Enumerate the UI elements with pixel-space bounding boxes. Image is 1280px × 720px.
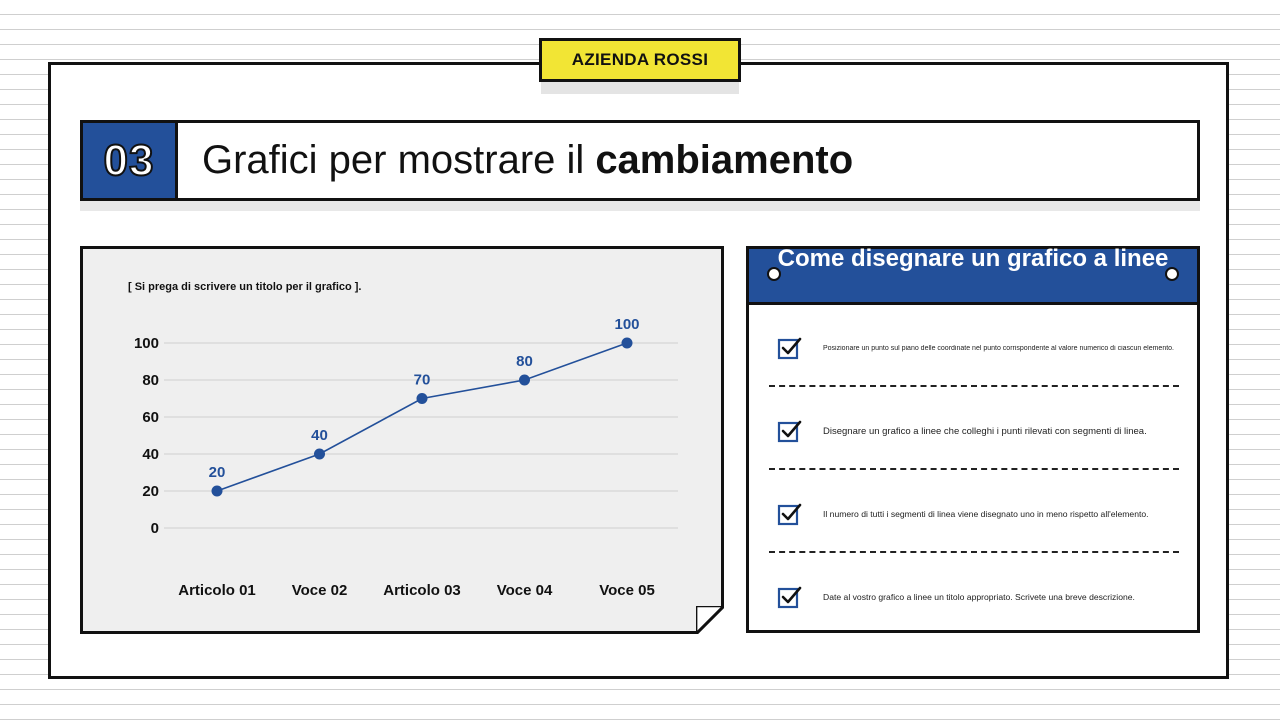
line-chart: [ Si prega di scrivere un titolo per il … <box>83 249 727 637</box>
list-item: Date al vostro grafico a linee un titolo… <box>749 582 1197 612</box>
title-bar: 03 Grafici per mostrare il cambiamento <box>80 120 1200 201</box>
y-tick-label: 40 <box>142 446 159 463</box>
section-number: 03 <box>103 135 155 186</box>
x-tick-label: Voce 04 <box>497 582 553 599</box>
list-item-text: Date al vostro grafico a linee un titolo… <box>823 592 1135 602</box>
section-number-box: 03 <box>83 123 178 198</box>
data-point <box>622 338 633 349</box>
brand-badge: AZIENDA ROSSI <box>539 38 741 82</box>
instructions-heading: Come disegnare un grafico a linee <box>777 245 1169 272</box>
list-item-text: Disegnare un grafico a linee che collegh… <box>823 425 1147 437</box>
data-point <box>212 486 223 497</box>
data-point <box>417 393 428 404</box>
data-label: 80 <box>516 353 533 370</box>
dashed-divider <box>769 385 1179 387</box>
instructions-card: Come disegnare un grafico a linee Posizi… <box>746 245 1200 633</box>
instructions-header: Come disegnare un grafico a linee <box>749 245 1197 305</box>
pin-left-icon <box>767 267 781 281</box>
data-point <box>519 375 530 386</box>
page-title: Grafici per mostrare il cambiamento <box>178 123 853 198</box>
list-item: Il numero di tutti i segmenti di linea v… <box>749 499 1197 529</box>
x-tick-label: Voce 05 <box>599 582 655 599</box>
data-label: 20 <box>209 464 226 481</box>
checkbox-checked-icon <box>777 586 802 609</box>
list-item: Disegnare un grafico a linee che collegh… <box>749 416 1197 446</box>
y-tick-label: 60 <box>142 409 159 426</box>
checkbox-checked-icon <box>777 420 802 443</box>
list-item-text: Il numero di tutti i segmenti di linea v… <box>823 509 1149 519</box>
checkbox-checked-icon <box>777 503 802 526</box>
list-item-text: Posizionare un punto sul piano delle coo… <box>823 344 1174 352</box>
page-title-bold: cambiamento <box>595 138 854 182</box>
data-label: 40 <box>311 427 328 444</box>
data-label: 70 <box>414 372 431 389</box>
brand-badge-shadow <box>541 80 739 94</box>
x-tick-label: Voce 02 <box>292 582 348 599</box>
dashed-divider <box>769 468 1179 470</box>
list-item: Posizionare un punto sul piano delle coo… <box>749 333 1197 363</box>
pin-right-icon <box>1165 267 1179 281</box>
x-tick-label: Articolo 03 <box>383 582 461 599</box>
chart-title: [ Si prega di scrivere un titolo per il … <box>128 281 362 293</box>
brand-label: AZIENDA ROSSI <box>571 50 709 69</box>
y-tick-label: 0 <box>151 520 159 537</box>
y-tick-label: 100 <box>134 335 159 352</box>
chart-card: [ Si prega di scrivere un titolo per il … <box>80 246 724 634</box>
data-point <box>314 449 325 460</box>
data-label: 100 <box>614 316 639 333</box>
checkbox-checked-icon <box>777 337 802 360</box>
x-tick-label: Articolo 01 <box>178 582 256 599</box>
y-tick-label: 80 <box>142 372 159 389</box>
dashed-divider <box>769 551 1179 553</box>
y-tick-label: 20 <box>142 483 159 500</box>
title-bar-shadow <box>80 199 1200 211</box>
page-title-prefix: Grafici per mostrare il <box>202 138 585 182</box>
page-fold-corner <box>696 606 724 634</box>
